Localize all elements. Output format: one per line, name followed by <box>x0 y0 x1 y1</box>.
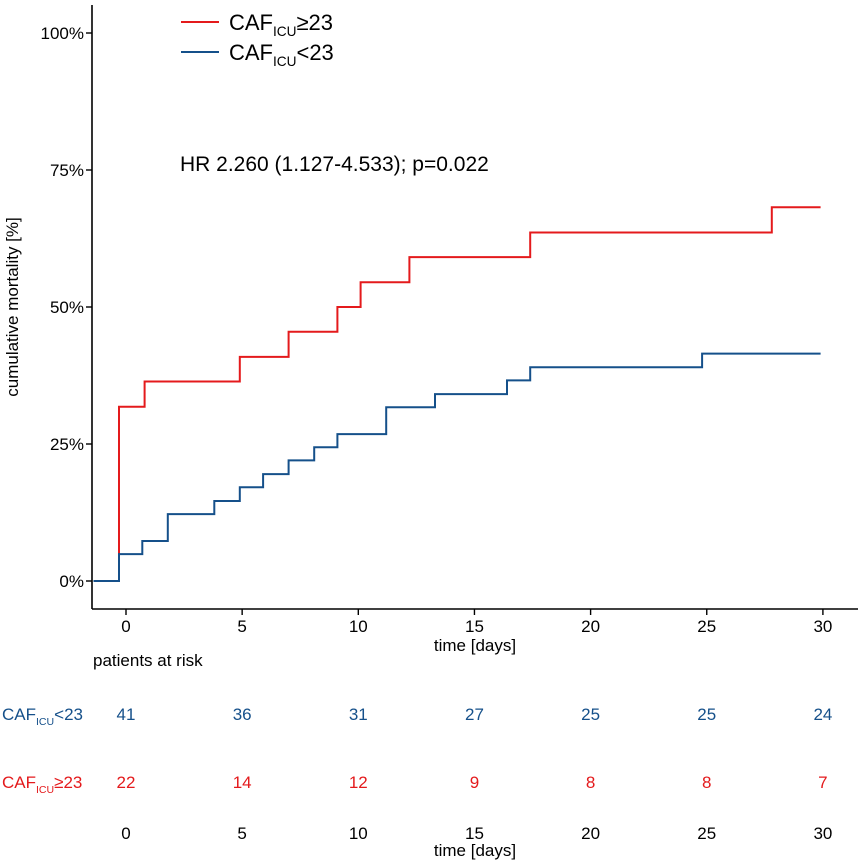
risk-row-label-0: CAFICU<23 <box>2 705 83 728</box>
risk-count: 7 <box>818 773 827 792</box>
risk-row-label-1: CAFICU≥23 <box>2 773 82 796</box>
risk-time-label: 15 <box>465 824 484 843</box>
risk-count: 22 <box>117 773 136 792</box>
y-tick-label: 25% <box>50 435 84 454</box>
y-tick-label: 100% <box>41 24 84 43</box>
risk-table-rows: CAFICU<23 41 36 31 27 25 25 24 CAFICU≥23 22 14 12 9 8… <box>2 705 832 796</box>
risk-count: 12 <box>349 773 368 792</box>
risk-count: 25 <box>697 705 716 724</box>
risk-time-label: 10 <box>349 824 368 843</box>
risk-table-time-axis: 0 5 10 15 20 25 30 <box>121 824 832 843</box>
y-axis-ticks: 0% 25% 50% 75% 100% <box>41 24 92 591</box>
y-tick-label: 0% <box>59 572 84 591</box>
hazard-ratio-annotation: HR 2.260 (1.127-4.533); p=0.022 <box>180 153 489 176</box>
x-axis-label: time [days] <box>434 636 516 655</box>
risk-count: 31 <box>349 705 368 724</box>
x-tick-label: 0 <box>121 617 130 636</box>
curve-series-0 <box>93 206 821 582</box>
risk-count: 8 <box>702 773 711 792</box>
risk-table-title: patients at risk <box>93 651 203 670</box>
risk-table-x-label: time [days] <box>434 841 516 860</box>
x-tick-label: 25 <box>697 617 716 636</box>
y-axis-label: cumulative mortality [%] <box>3 217 22 397</box>
y-tick-label: 50% <box>50 298 84 317</box>
legend-label-1: CAFICU<23 <box>229 40 334 69</box>
risk-count: 8 <box>586 773 595 792</box>
x-tick-label: 15 <box>465 617 484 636</box>
risk-count: 14 <box>233 773 252 792</box>
risk-time-label: 25 <box>697 824 716 843</box>
risk-time-label: 0 <box>121 824 130 843</box>
risk-count: 41 <box>117 705 136 724</box>
y-tick-label: 75% <box>50 161 84 180</box>
risk-time-label: 30 <box>813 824 832 843</box>
x-tick-label: 10 <box>349 617 368 636</box>
x-axis-ticks: 0 5 10 15 20 25 30 <box>121 609 832 636</box>
x-tick-label: 5 <box>237 617 246 636</box>
risk-count: 9 <box>470 773 479 792</box>
risk-count: 25 <box>581 705 600 724</box>
x-tick-label: 20 <box>581 617 600 636</box>
curve-series-1 <box>93 352 821 582</box>
risk-time-label: 5 <box>237 824 246 843</box>
risk-time-label: 20 <box>581 824 600 843</box>
legend-label-0: CAFICU≥23 <box>229 10 333 39</box>
x-tick-label: 30 <box>813 617 832 636</box>
risk-count: 27 <box>465 705 484 724</box>
risk-count: 36 <box>233 705 252 724</box>
curves <box>93 206 821 582</box>
risk-count: 24 <box>813 705 832 724</box>
